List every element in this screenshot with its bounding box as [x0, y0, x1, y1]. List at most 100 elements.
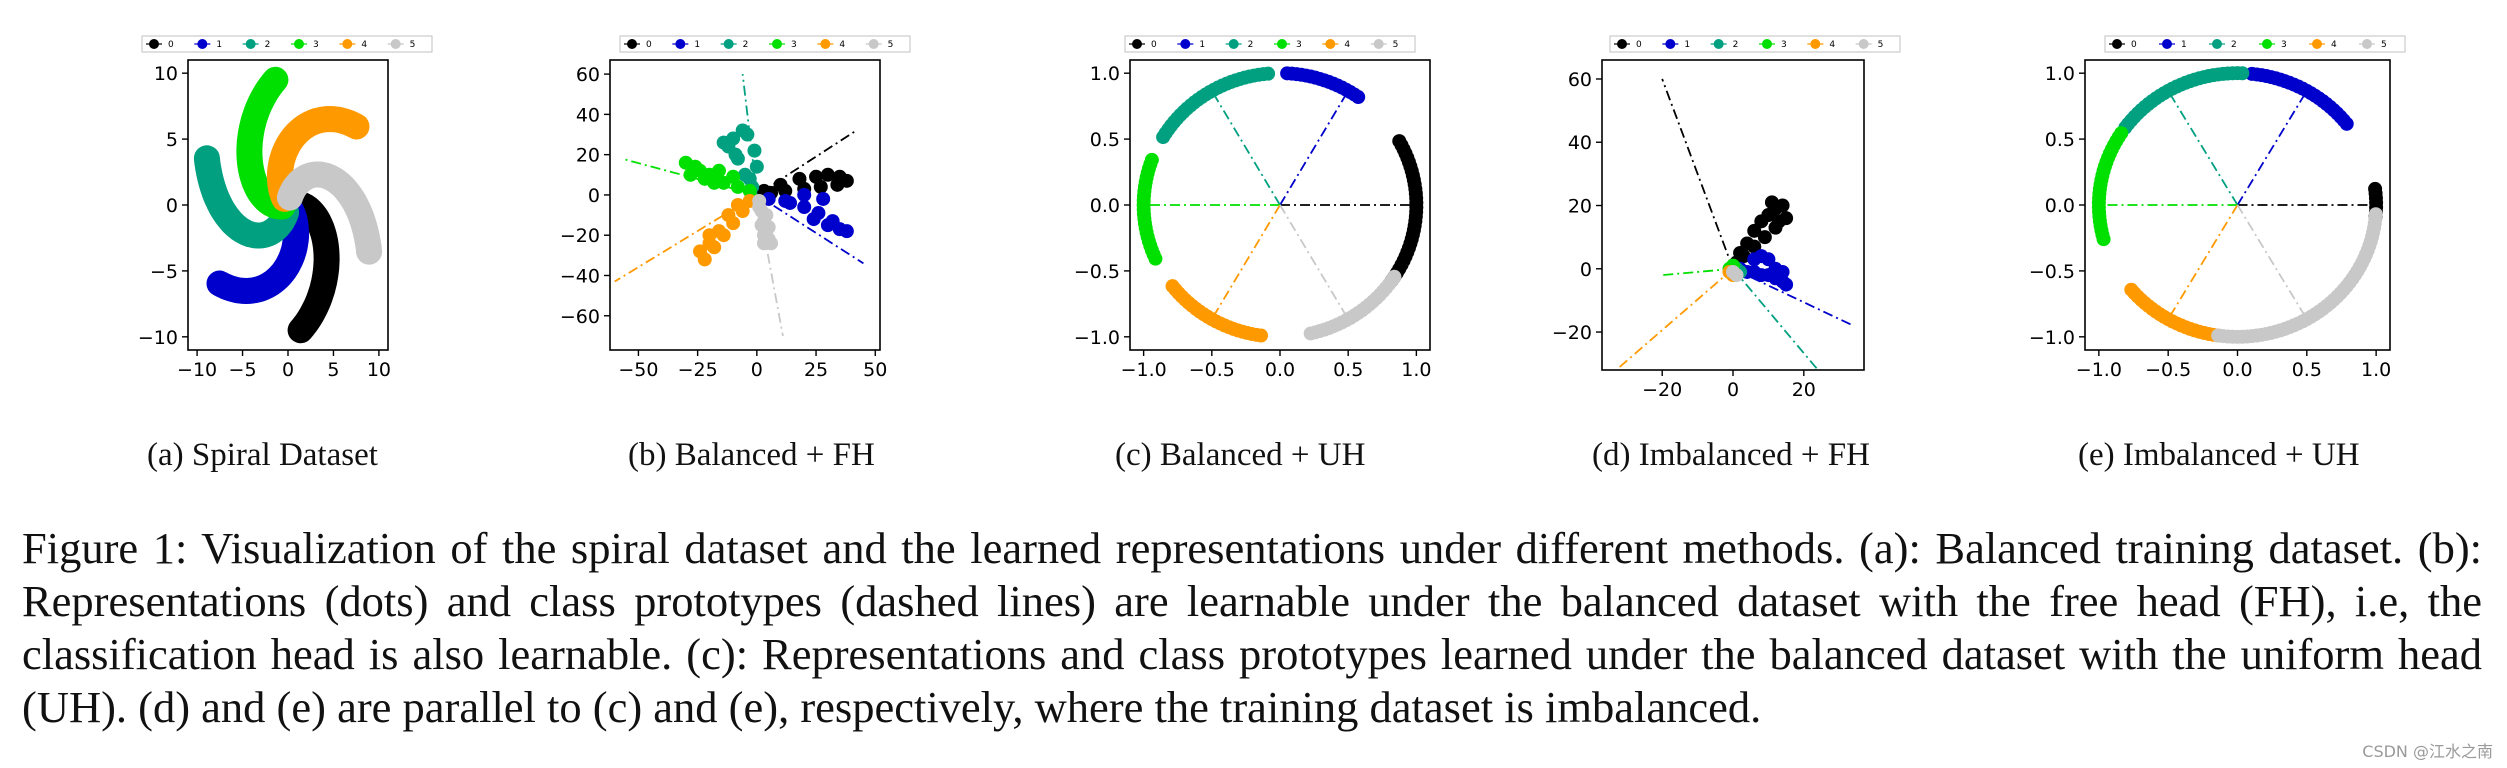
panel-b-chart: 0 1 2 3 4 5 −50 −25 0 25 50 −60 −40 −20 0 20 40 60: [560, 35, 911, 381]
legend-label-5: 5: [1878, 40, 1884, 50]
legend-label-3: 3: [2281, 40, 2287, 50]
spiral-arm-0: [280, 190, 340, 344]
legend-marker-1: [197, 39, 208, 49]
y-tick-label: 60: [576, 64, 600, 86]
legend-marker-4: [1325, 39, 1336, 49]
legend-label-0: 0: [646, 40, 652, 50]
x-tick-label: 5: [327, 359, 339, 381]
subcaption-b: (b) Balanced + FH: [628, 437, 875, 473]
point-class-1: [820, 218, 835, 233]
legend-label-1: 1: [216, 40, 222, 50]
legend-marker-5: [390, 39, 401, 49]
point-class-1: [832, 222, 847, 237]
y-tick-label: 10: [154, 63, 178, 85]
plot-area: [614, 73, 864, 337]
y-tick-label: −20: [560, 225, 600, 247]
legend-marker-0: [149, 39, 159, 49]
panel-a-chart: 0 1 2 3 4 5 −10 −5 0 5 10 −10 −5 0 5 10: [138, 35, 433, 381]
legend-label-3: 3: [313, 40, 319, 50]
point-class-3: [711, 163, 726, 178]
axes-frame: [609, 59, 881, 351]
y-tick-label: −10: [138, 327, 178, 349]
point-class-1: [816, 191, 831, 206]
x-tick-label: −20: [1642, 379, 1682, 400]
legend-marker-3: [294, 39, 304, 49]
legend-marker-2: [2212, 39, 2222, 49]
point-class-4: [721, 208, 736, 223]
x-tick-label: −0.5: [1189, 359, 1235, 381]
prototype-line-1: [756, 194, 864, 265]
y-tick-label: −0.5: [2029, 261, 2075, 283]
point-class-0: [1764, 195, 1779, 210]
point-class-5: [1729, 268, 1744, 283]
legend-label-2: 2: [2231, 40, 2237, 50]
point-class-2: [728, 147, 743, 162]
point-class-5: [2368, 207, 2383, 222]
legend-marker-5: [1858, 39, 1869, 49]
plot-area: [1136, 66, 1424, 343]
y-tick-label: −40: [560, 265, 600, 287]
legend-marker-4: [342, 39, 353, 49]
legend-label-3: 3: [1296, 40, 1302, 50]
point-class-4: [1254, 328, 1269, 343]
x-tick-label: 0: [282, 359, 294, 381]
y-tick-label: 0.5: [1090, 129, 1120, 151]
y-tick-label: −20: [1552, 322, 1592, 344]
legend-label-3: 3: [791, 40, 797, 50]
legend-marker-3: [2262, 39, 2272, 49]
legend-label-5: 5: [888, 40, 894, 50]
legend-marker-5: [868, 39, 879, 49]
point-class-1: [1747, 252, 1762, 267]
legend-label-3: 3: [1781, 40, 1787, 50]
panel-d-chart: 0 1 2 3 4 5 −20 0 20 −20 0 20 40 60: [1552, 35, 1901, 400]
point-class-1: [1775, 264, 1790, 279]
point-class-0: [2368, 181, 2383, 196]
point-class-1: [1779, 277, 1794, 292]
point-class-5: [761, 220, 776, 235]
prototype-line-4: [1211, 204, 1281, 320]
legend-label-1: 1: [1199, 40, 1205, 50]
x-tick-label: 1.0: [2361, 359, 2391, 381]
legend-marker-1: [2162, 39, 2172, 49]
legend-marker-2: [1713, 39, 1724, 49]
legend-label-1: 1: [1684, 40, 1690, 50]
point-class-0: [1757, 230, 1772, 245]
axes-frame: [1601, 59, 1865, 371]
legend-label-4: 4: [1344, 40, 1350, 50]
legend-marker-1: [675, 39, 686, 49]
point-class-3: [707, 175, 722, 190]
x-tick-label: 0.0: [2222, 359, 2252, 381]
y-tick-label: 0: [1580, 259, 1592, 281]
legend-label-4: 4: [361, 40, 367, 50]
point-class-1: [797, 187, 812, 202]
spiral-arm-5: [276, 161, 383, 265]
spiral-arm-3: [236, 66, 296, 220]
legend-box: [141, 35, 433, 53]
legend-label-5: 5: [1393, 40, 1399, 50]
plot-area: [193, 66, 383, 344]
legend-box: [1124, 35, 1416, 53]
legend-label-0: 0: [1151, 40, 1157, 50]
prototype-line-1: [2236, 90, 2308, 206]
x-tick-label: 0.5: [2292, 359, 2322, 381]
x-tick-label: 0.5: [1333, 359, 1363, 381]
y-tick-label: 5: [166, 129, 178, 151]
legend-label-2: 2: [265, 40, 271, 50]
point-class-0: [1392, 134, 1407, 149]
y-tick-label: 40: [576, 104, 600, 126]
prototype-line-4: [1615, 268, 1734, 370]
point-class-1: [797, 200, 812, 215]
prototype-line-1: [1279, 90, 1349, 206]
y-tick-label: 0: [166, 195, 178, 217]
legend-label-2: 2: [1733, 40, 1739, 50]
point-class-2: [749, 159, 764, 174]
legend-label-5: 5: [410, 40, 416, 50]
x-tick-label: −5: [229, 359, 257, 381]
legend-label-1: 1: [694, 40, 700, 50]
legend-marker-3: [772, 39, 782, 49]
y-tick-label: −1.0: [1074, 327, 1120, 349]
spiral-arm-4: [266, 106, 370, 212]
subcaption-c: (c) Balanced + UH: [1115, 437, 1366, 473]
point-class-2: [716, 135, 731, 150]
point-class-4: [702, 228, 717, 243]
